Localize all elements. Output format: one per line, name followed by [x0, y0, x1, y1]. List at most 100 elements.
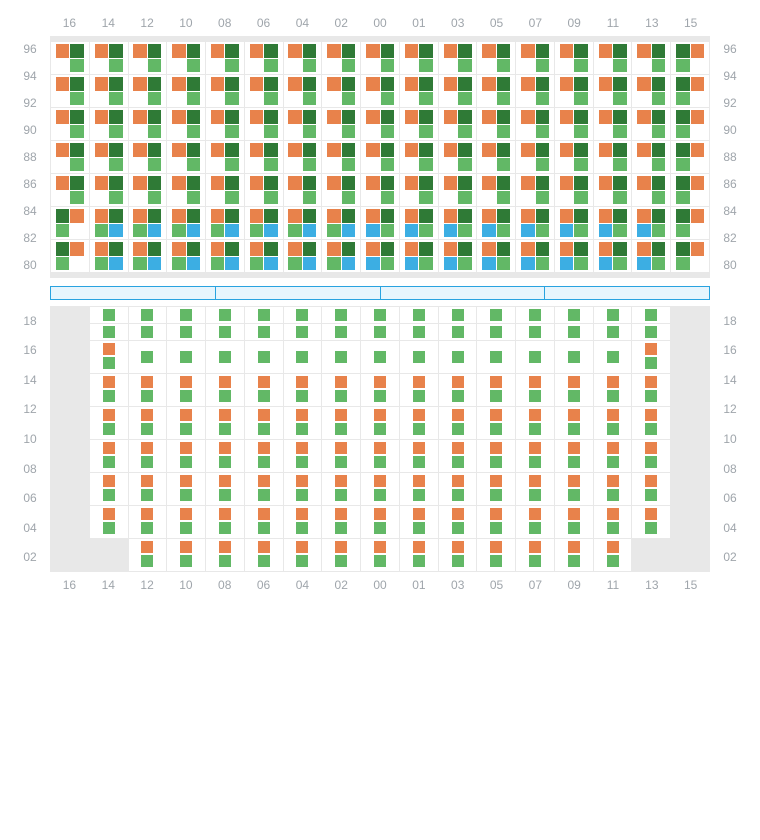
rack-cell[interactable] [477, 240, 516, 273]
rack-cell[interactable] [594, 108, 633, 141]
rack-cell[interactable] [51, 207, 90, 240]
rack-cell[interactable] [477, 407, 516, 440]
rack-cell[interactable] [361, 75, 400, 108]
rack-cell[interactable] [516, 75, 555, 108]
rack-cell[interactable] [361, 473, 400, 506]
rack-cell[interactable] [555, 42, 594, 75]
rack-cell[interactable] [129, 324, 168, 341]
rack-cell[interactable] [245, 324, 284, 341]
rack-cell[interactable] [516, 108, 555, 141]
rack-cell[interactable] [439, 473, 478, 506]
rack-cell[interactable] [516, 374, 555, 407]
rack-cell[interactable] [206, 539, 245, 571]
rack-cell[interactable] [90, 341, 129, 374]
rack-cell[interactable] [400, 174, 439, 207]
rack-cell[interactable] [206, 473, 245, 506]
rack-cell[interactable] [90, 42, 129, 75]
rack-cell[interactable] [206, 240, 245, 273]
rack-cell[interactable] [90, 440, 129, 473]
rack-cell[interactable] [129, 108, 168, 141]
rack-cell[interactable] [129, 407, 168, 440]
rack-cell[interactable] [167, 506, 206, 539]
rack-cell[interactable] [400, 240, 439, 273]
rack-cell[interactable] [477, 207, 516, 240]
rack-cell[interactable] [284, 506, 323, 539]
rack-cell[interactable] [477, 374, 516, 407]
rack-cell[interactable] [671, 108, 709, 141]
rack-cell[interactable] [361, 506, 400, 539]
rack-cell[interactable] [594, 240, 633, 273]
rack-cell[interactable] [477, 341, 516, 374]
rack-cell[interactable] [322, 108, 361, 141]
rack-cell[interactable] [51, 506, 90, 539]
rack-cell[interactable] [671, 273, 709, 277]
rack-cell[interactable] [129, 141, 168, 174]
rack-cell[interactable] [671, 506, 709, 539]
rack-cell[interactable] [671, 240, 709, 273]
rack-cell[interactable] [245, 407, 284, 440]
rack-cell[interactable] [284, 341, 323, 374]
rack-cell[interactable] [477, 506, 516, 539]
rack-cell[interactable] [206, 273, 245, 277]
rack-cell[interactable] [594, 324, 633, 341]
rack-cell[interactable] [594, 174, 633, 207]
rack-cell[interactable] [90, 374, 129, 407]
rack-cell[interactable] [671, 374, 709, 407]
rack-cell[interactable] [555, 307, 594, 324]
rack-cell[interactable] [632, 174, 671, 207]
rack-cell[interactable] [477, 42, 516, 75]
rack-cell[interactable] [594, 407, 633, 440]
rack-cell[interactable] [90, 240, 129, 273]
rack-cell[interactable] [400, 324, 439, 341]
rack-cell[interactable] [671, 539, 709, 571]
rack-cell[interactable] [129, 473, 168, 506]
rack-cell[interactable] [671, 324, 709, 341]
rack-cell[interactable] [90, 307, 129, 324]
rack-cell[interactable] [632, 440, 671, 473]
rack-cell[interactable] [400, 440, 439, 473]
rack-cell[interactable] [516, 307, 555, 324]
rack-cell[interactable] [90, 539, 129, 571]
rack-cell[interactable] [245, 75, 284, 108]
rack-cell[interactable] [400, 273, 439, 277]
rack-cell[interactable] [632, 42, 671, 75]
rack-cell[interactable] [206, 440, 245, 473]
rack-cell[interactable] [206, 307, 245, 324]
rack-cell[interactable] [400, 42, 439, 75]
rack-cell[interactable] [284, 108, 323, 141]
rack-cell[interactable] [322, 506, 361, 539]
rack-cell[interactable] [90, 324, 129, 341]
rack-cell[interactable] [129, 207, 168, 240]
rack-cell[interactable] [322, 473, 361, 506]
rack-cell[interactable] [322, 324, 361, 341]
rack-cell[interactable] [167, 374, 206, 407]
rack-cell[interactable] [167, 174, 206, 207]
rack-cell[interactable] [51, 440, 90, 473]
rack-cell[interactable] [555, 407, 594, 440]
rack-cell[interactable] [245, 42, 284, 75]
rack-cell[interactable] [245, 141, 284, 174]
rack-cell[interactable] [477, 174, 516, 207]
rack-cell[interactable] [51, 141, 90, 174]
rack-cell[interactable] [439, 341, 478, 374]
rack-cell[interactable] [284, 473, 323, 506]
rack-cell[interactable] [361, 108, 400, 141]
rack-cell[interactable] [284, 440, 323, 473]
rack-cell[interactable] [516, 473, 555, 506]
rack-cell[interactable] [129, 374, 168, 407]
rack-cell[interactable] [632, 141, 671, 174]
rack-cell[interactable] [51, 539, 90, 571]
rack-cell[interactable] [439, 324, 478, 341]
rack-cell[interactable] [284, 174, 323, 207]
rack-cell[interactable] [632, 207, 671, 240]
rack-cell[interactable] [206, 141, 245, 174]
rack-cell[interactable] [90, 473, 129, 506]
rack-cell[interactable] [516, 440, 555, 473]
rack-cell[interactable] [400, 407, 439, 440]
rack-cell[interactable] [439, 273, 478, 277]
rack-cell[interactable] [284, 207, 323, 240]
rack-cell[interactable] [167, 75, 206, 108]
rack-cell[interactable] [555, 141, 594, 174]
rack-cell[interactable] [632, 307, 671, 324]
rack-cell[interactable] [594, 141, 633, 174]
